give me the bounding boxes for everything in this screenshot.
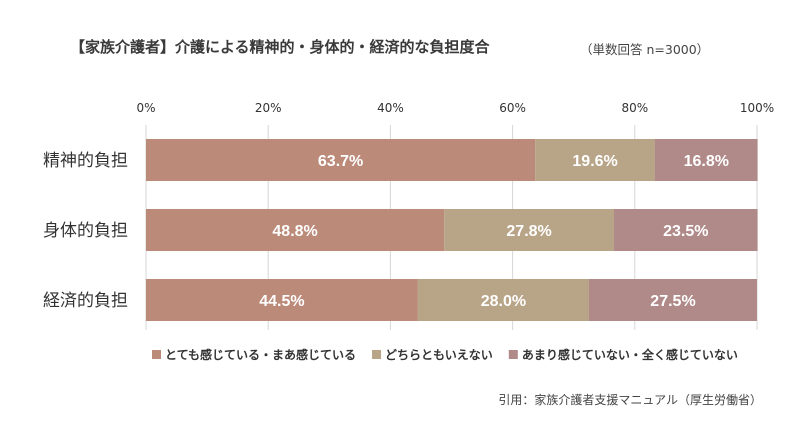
bar-segment	[146, 279, 418, 321]
x-tick-label: 80%	[621, 101, 648, 115]
data-label: 28.0%	[481, 293, 526, 310]
category-label: 身体的負担	[43, 221, 128, 241]
legend-swatch	[152, 350, 161, 359]
x-tick-label: 40%	[377, 101, 404, 115]
data-label: 48.8%	[272, 223, 317, 240]
bar-segment	[146, 209, 445, 251]
data-label: 19.6%	[572, 153, 617, 170]
legend-swatch	[508, 350, 518, 359]
data-label: 63.7%	[318, 153, 363, 170]
data-label: 44.5%	[259, 293, 304, 310]
data-label: 23.5%	[663, 223, 708, 240]
x-tick-label: 20%	[255, 101, 282, 115]
legend-swatch	[372, 350, 382, 359]
bar-segment	[417, 279, 589, 321]
category-label: 精神的負担	[43, 151, 128, 171]
chart-title: 【家族介護者】介護による精神的・身体的・経済的な負担度合	[70, 38, 490, 56]
bar-segment	[654, 139, 758, 181]
legend-label: とても感じている・まあ感じている	[165, 347, 356, 362]
bar-segment	[614, 209, 758, 251]
bar-segment	[444, 209, 615, 251]
x-tick-label: 100%	[740, 101, 774, 115]
data-label: 27.5%	[650, 293, 695, 310]
bar-segment	[588, 279, 757, 321]
legend-label: どちらともいえない	[385, 348, 493, 362]
source-citation: 引用：家族介護者支援マニュアル（厚生労働省）	[498, 393, 762, 407]
legend-label: あまり感じていない・全く感じていない	[522, 347, 738, 362]
bar-segment	[535, 139, 655, 181]
bar-segment	[146, 139, 536, 181]
chart-subtitle: （単数回答 n=3000）	[580, 42, 710, 57]
category-label: 経済的負担	[43, 291, 128, 311]
data-label: 16.8%	[684, 153, 729, 170]
x-tick-label: 0%	[136, 101, 155, 115]
data-label: 27.8%	[506, 223, 551, 240]
x-tick-label: 60%	[499, 101, 526, 115]
